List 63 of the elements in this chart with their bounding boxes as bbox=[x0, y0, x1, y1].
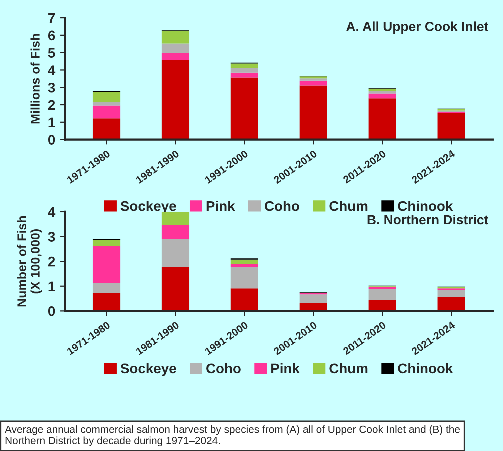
bar bbox=[92, 283, 121, 294]
bar bbox=[162, 225, 190, 240]
bar bbox=[368, 289, 396, 300]
y-tick-label: 7 bbox=[48, 14, 56, 24]
bar bbox=[368, 91, 396, 94]
y-tick-label: 4 bbox=[48, 207, 56, 218]
y-tick-label: 6 bbox=[48, 30, 56, 41]
legend-label: Sockeye bbox=[120, 201, 176, 214]
legend-label: Coho bbox=[206, 363, 241, 374]
y-tick-label: 3 bbox=[48, 82, 56, 93]
legend-label: Chum bbox=[330, 201, 368, 212]
bar bbox=[230, 78, 258, 140]
chart-title: A. All Upper Cook Inlet bbox=[346, 22, 489, 34]
bar bbox=[92, 102, 121, 106]
bar bbox=[92, 106, 121, 119]
bar bbox=[162, 44, 190, 54]
bar bbox=[230, 72, 258, 78]
y-tick-label: 2 bbox=[48, 100, 56, 110]
bar bbox=[438, 113, 466, 140]
bar bbox=[230, 264, 258, 268]
bar bbox=[300, 86, 328, 140]
bar bbox=[92, 118, 121, 140]
bar bbox=[438, 290, 466, 298]
legend-label: Chum bbox=[330, 363, 368, 374]
y-tick-label: 0 bbox=[48, 135, 56, 145]
bar bbox=[92, 240, 121, 246]
bar bbox=[368, 98, 396, 140]
bar bbox=[162, 30, 190, 44]
bar bbox=[300, 80, 328, 86]
y-tick-label: 2 bbox=[48, 256, 56, 267]
bar bbox=[230, 64, 258, 68]
legend-label: Chinook bbox=[398, 363, 454, 374]
chart-title: B. Northern District bbox=[368, 214, 489, 225]
y-tick-label: 0 bbox=[48, 306, 56, 316]
y-tick-label: 4 bbox=[48, 66, 56, 76]
bar bbox=[230, 268, 258, 289]
bar bbox=[438, 298, 466, 312]
y-tick-label: 3 bbox=[48, 232, 56, 242]
y-tick-label: 5 bbox=[48, 48, 56, 58]
legend-label: Pink bbox=[206, 201, 236, 212]
bar bbox=[230, 260, 258, 264]
bar bbox=[368, 94, 396, 99]
bar bbox=[300, 294, 328, 304]
y-tick-label: 1 bbox=[48, 118, 56, 128]
bar bbox=[230, 68, 258, 73]
bar bbox=[162, 54, 190, 60]
y-tick-label: 1 bbox=[48, 282, 56, 292]
text: Average annual commercial salmon harvest by species from (A) all of Upper Cook Inlet and (B) the Northern District by decade during 1971–2024. bbox=[5, 426, 460, 446]
y-axis-title: Millions of Fish bbox=[30, 34, 40, 124]
bar bbox=[162, 239, 190, 268]
bar bbox=[162, 212, 190, 226]
bar bbox=[162, 60, 190, 140]
bar bbox=[92, 246, 121, 284]
bar bbox=[92, 92, 121, 102]
bar bbox=[368, 286, 396, 290]
bar bbox=[92, 293, 121, 312]
legend-label: Coho bbox=[265, 201, 300, 212]
bar bbox=[230, 288, 258, 312]
legend-label: Chinook bbox=[398, 201, 454, 212]
legend-label: Pink bbox=[272, 363, 300, 374]
bar bbox=[162, 268, 190, 312]
y-axis-title: Number of Fish (X 100,000) bbox=[17, 216, 42, 307]
legend-label: Sockeye bbox=[120, 363, 176, 376]
